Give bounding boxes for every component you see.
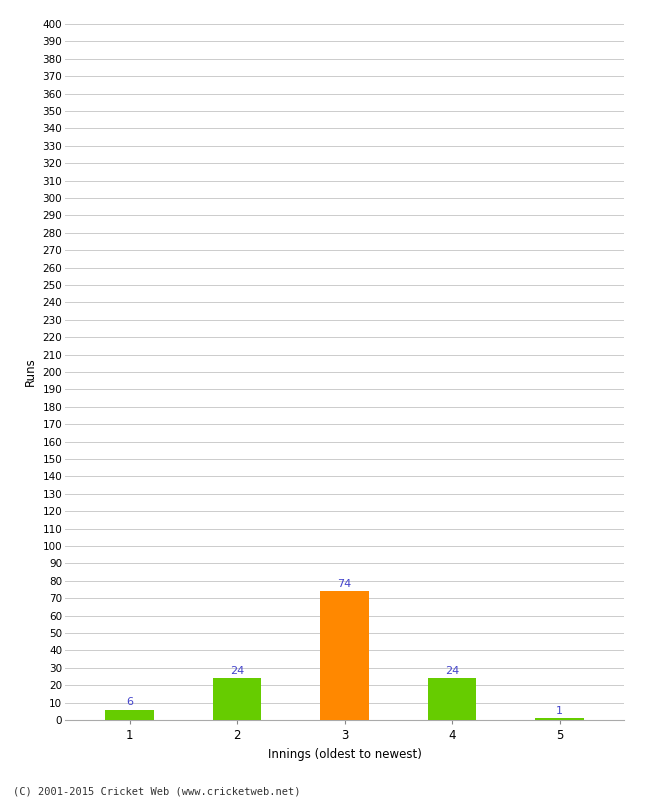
Bar [536,718,584,720]
Text: 74: 74 [337,578,352,589]
X-axis label: Innings (oldest to newest): Innings (oldest to newest) [268,747,421,761]
Bar [320,591,369,720]
Text: (C) 2001-2015 Cricket Web (www.cricketweb.net): (C) 2001-2015 Cricket Web (www.cricketwe… [13,786,300,796]
Y-axis label: Runs: Runs [24,358,37,386]
Text: 1: 1 [556,706,563,716]
Text: 24: 24 [445,666,459,676]
Bar [213,678,261,720]
Bar [428,678,476,720]
Text: 6: 6 [126,697,133,707]
Text: 24: 24 [230,666,244,676]
Bar [105,710,153,720]
